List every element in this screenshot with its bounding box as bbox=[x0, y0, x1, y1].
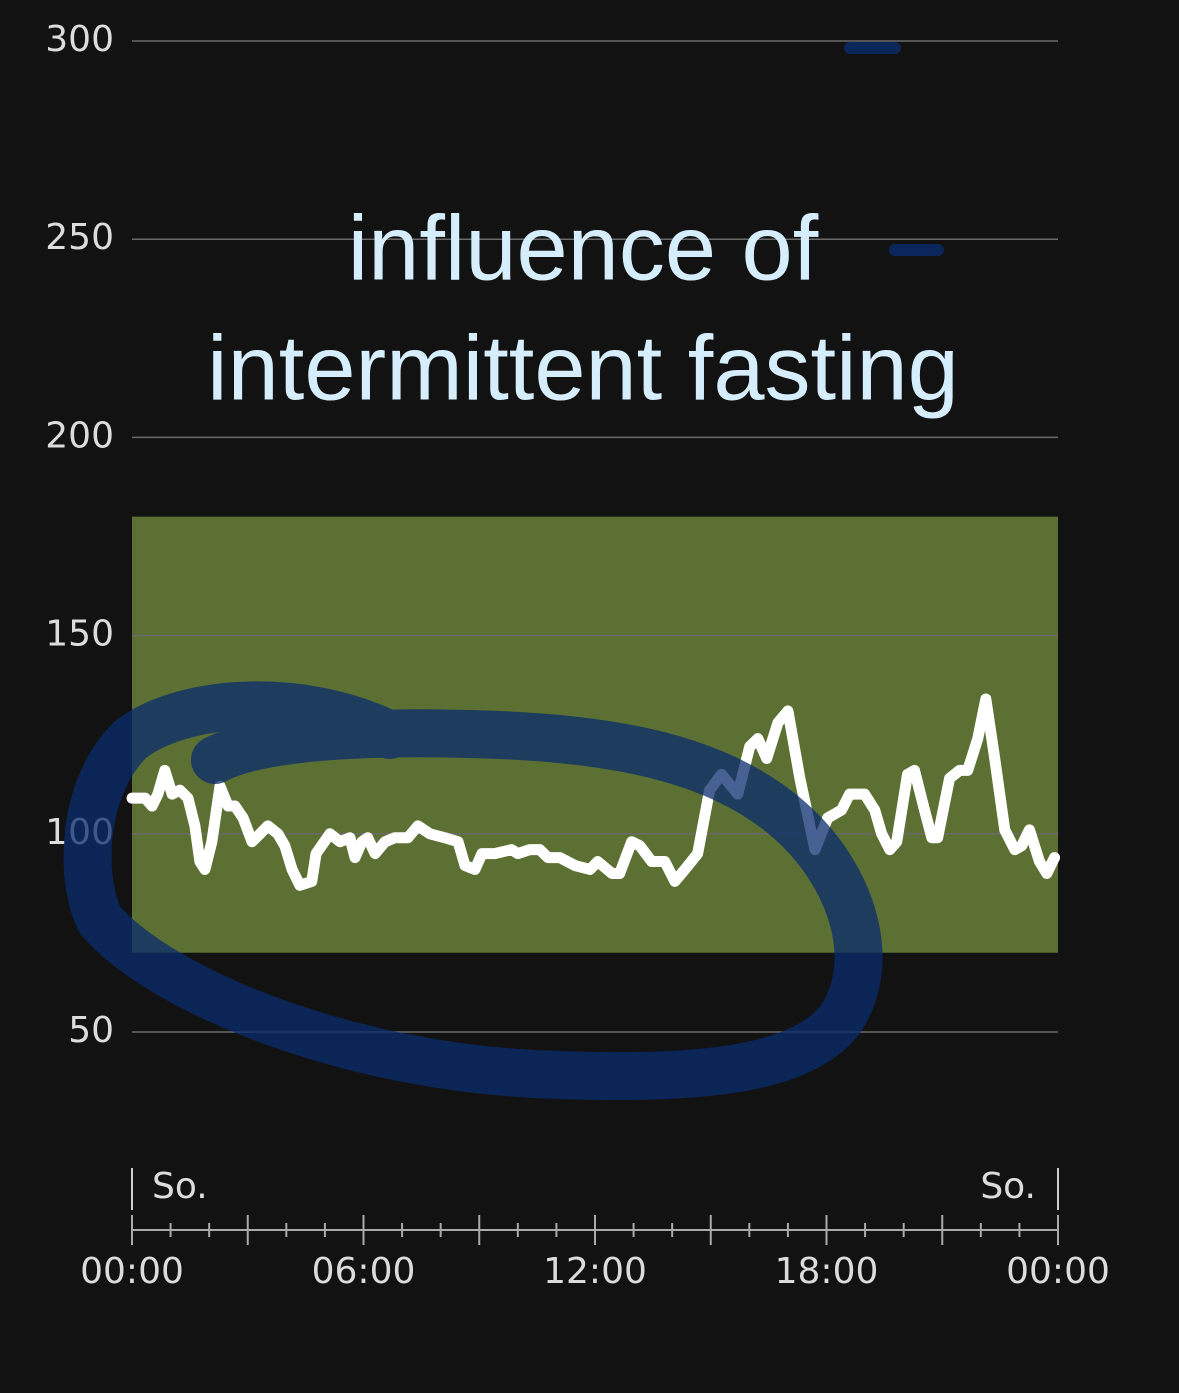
x-tick-label: 06:00 bbox=[312, 1251, 416, 1292]
y-tick-label: 300 bbox=[45, 19, 114, 60]
day-label: So. bbox=[152, 1166, 208, 1207]
annotation: intermittent fasting bbox=[207, 317, 959, 419]
y-tick-label: 250 bbox=[45, 217, 114, 258]
annotation: influence of bbox=[348, 197, 819, 299]
data-line bbox=[126, 693, 1061, 891]
y-tick-label: 50 bbox=[68, 1010, 114, 1051]
day-label: So. bbox=[980, 1166, 1036, 1207]
hand-drawn-circle bbox=[63, 681, 883, 1101]
x-tick-label: 00:00 bbox=[80, 1251, 184, 1292]
x-tick-label: 12:00 bbox=[543, 1251, 647, 1292]
y-tick-label: 200 bbox=[45, 415, 114, 456]
y-tick-label: 150 bbox=[45, 614, 114, 655]
x-tick-label: 18:00 bbox=[775, 1251, 879, 1292]
x-tick-label: 00:00 bbox=[1006, 1251, 1110, 1292]
